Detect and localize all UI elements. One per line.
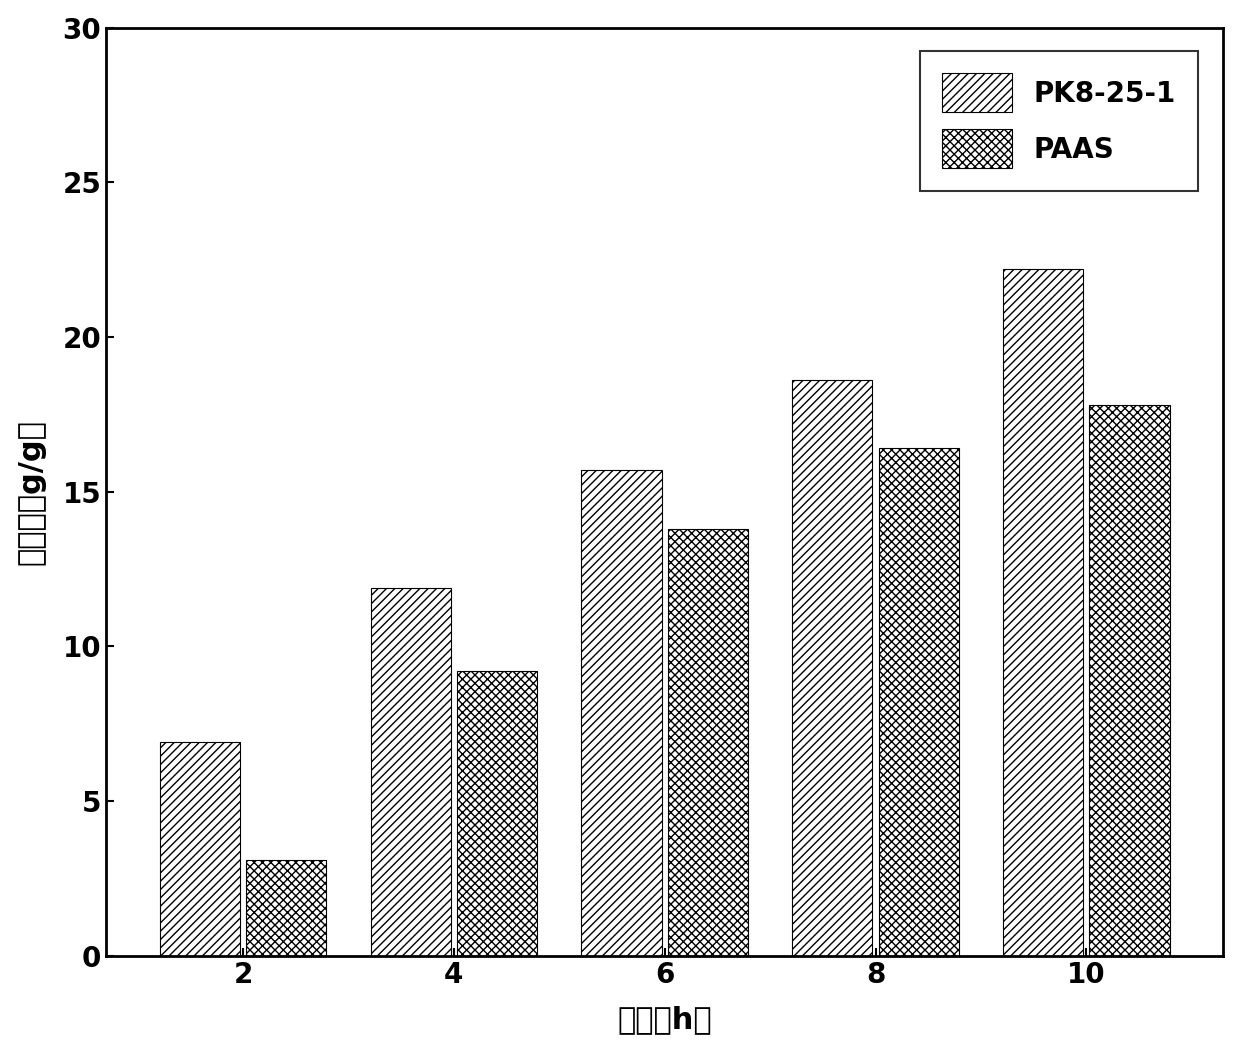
Legend: PK8-25-1, PAAS: PK8-25-1, PAAS (920, 50, 1198, 190)
Bar (879, 449, 959, 955)
Bar (668, 529, 748, 955)
Bar (792, 380, 873, 955)
Bar (371, 588, 450, 955)
Bar (458, 672, 537, 955)
Bar (1003, 269, 1084, 955)
Bar (160, 742, 239, 955)
Bar (1090, 405, 1169, 955)
Y-axis label: 吸湿率（g/g）: 吸湿率（g/g） (16, 418, 46, 564)
Bar (582, 470, 661, 955)
Bar (247, 860, 326, 955)
X-axis label: 时间（h）: 时间（h） (618, 1006, 712, 1034)
